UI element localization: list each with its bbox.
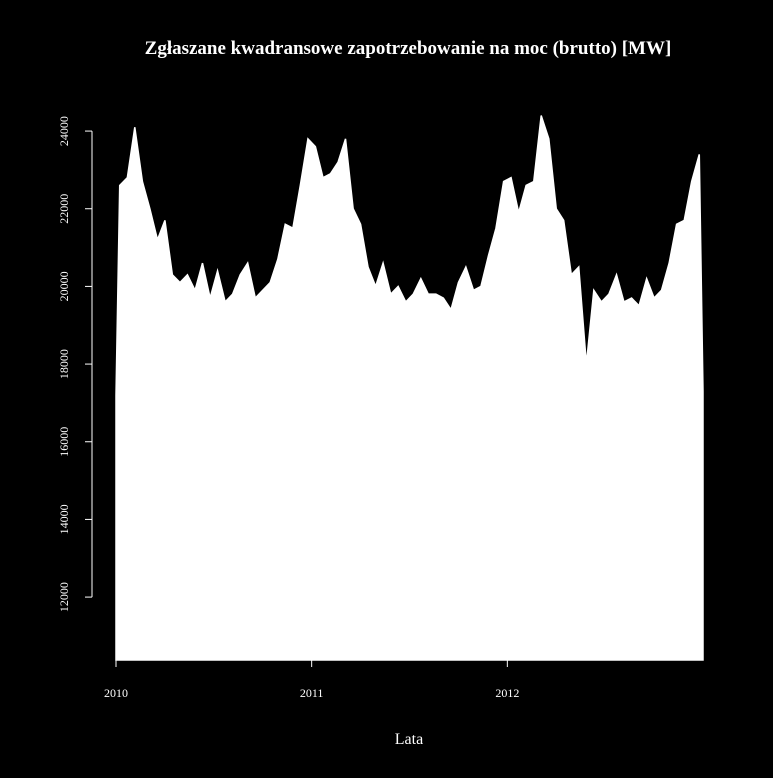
y-tick-label: 14000 [57,504,71,534]
y-tick-label: 22000 [57,194,71,224]
y-tick-label: 16000 [57,427,71,457]
y-tick-label: 20000 [57,271,71,301]
area [115,115,704,661]
x-tick-label: 2012 [495,686,519,700]
x-tick-label: 2011 [300,686,324,700]
chart-title: Zgłaszane kwadransowe zapotrzebowanie na… [145,38,672,59]
y-tick-label: 24000 [57,116,71,146]
y-tick-label: 12000 [57,582,71,612]
x-tick-label: 2010 [104,686,128,700]
y-tick-label: 18000 [57,349,71,379]
x-axis-label: Lata [395,731,423,748]
